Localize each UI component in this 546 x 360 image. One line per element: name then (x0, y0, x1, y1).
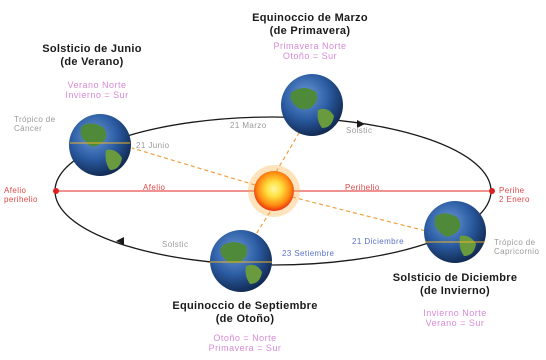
june-sub-line1: Verano Norte (67, 80, 127, 90)
march-equinox-title: Equinoccio de Marzo (de Primavera) (235, 12, 385, 37)
aphelion-point (53, 188, 59, 194)
june-sub-line2: Invierno = Sur (65, 90, 129, 101)
march-equinox-subtitle: Primavera Norte Otoño = Sur (250, 41, 370, 62)
march-sub-line1: Primavera Norte (273, 41, 347, 51)
december-sub-line1: Invierno Norte (423, 308, 487, 318)
earth-march (281, 74, 343, 136)
aphelion-label: Afelio perihelio (4, 186, 38, 204)
ray-to-december (291, 196, 431, 233)
september-left-note: Solstic (162, 240, 189, 249)
axis-mid-left: Afelio (143, 183, 166, 192)
tropic-capricorn-line2: Capricornio (494, 247, 540, 257)
orbit-arrow-top (357, 120, 365, 128)
tropic-cancer-line2: Cáncer (14, 124, 43, 134)
december-solstice-title: Solsticio de Diciembre (de Invierno) (370, 272, 540, 297)
september-right-note: 23 Setiembre (282, 249, 335, 258)
earth-june (69, 114, 131, 176)
perihelion-label-line1: Perihe (499, 186, 525, 195)
aphelion-label-line1: Afelio (4, 186, 27, 195)
earth-december (424, 201, 486, 263)
september-sub-line2: Primavera = Sur (208, 343, 282, 354)
june-solstice-title: Solsticio de Junio (de Verano) (22, 43, 162, 68)
tropic-cancer-line1: Trópico de (14, 115, 56, 124)
september-sub-line1: Otoño = Norte (213, 333, 277, 343)
tropic-capricorn-line1: Trópico de (494, 238, 536, 247)
september-title-line1: Equinoccio de Septiembre (172, 300, 318, 312)
june-title-line2: (de Verano) (60, 55, 124, 68)
earth-september (210, 230, 272, 292)
march-right-note: Solstic (346, 126, 373, 135)
june-date-note: 21 Junio (136, 141, 170, 150)
june-solstice-subtitle: Verano Norte Invierno = Sur (42, 80, 152, 101)
december-date-note: 21 Diciembre (352, 237, 404, 246)
ray-to-march (275, 127, 303, 173)
june-title-line1: Solsticio de Junio (42, 43, 142, 55)
orbit-arrow-bottom (116, 237, 124, 245)
axis-mid-right: Perihelio (345, 183, 380, 192)
september-equinox-subtitle: Otoño = Norte Primavera = Sur (190, 333, 300, 354)
december-sub-line2: Verano = Sur (425, 318, 485, 329)
march-title-line1: Equinoccio de Marzo (252, 12, 368, 24)
september-equinox-title: Equinoccio de Septiembre (de Otoño) (145, 300, 345, 325)
december-title-line2: (de Invierno) (420, 284, 490, 297)
ray-to-june (131, 147, 256, 186)
december-title-line1: Solsticio de Diciembre (392, 272, 518, 284)
sun (254, 171, 294, 211)
perihelion-point (489, 188, 495, 194)
tropic-capricorn-label: Trópico de Capricornio (494, 238, 539, 256)
december-solstice-subtitle: Invierno Norte Verano = Sur (400, 308, 510, 329)
perihelion-label-line2: 2 Enero (499, 195, 530, 205)
tropic-cancer-label: Trópico de Cáncer (14, 115, 56, 133)
perihelion-label: Perihe 2 Enero (499, 186, 530, 204)
september-title-line2: (de Otoño) (215, 312, 275, 325)
march-left-note: 21 Marzo (230, 121, 267, 130)
march-sub-line2: Otoño = Sur (282, 51, 338, 62)
aphelion-label-line2: perihelio (4, 195, 38, 205)
march-title-line2: (de Primavera) (269, 24, 351, 37)
